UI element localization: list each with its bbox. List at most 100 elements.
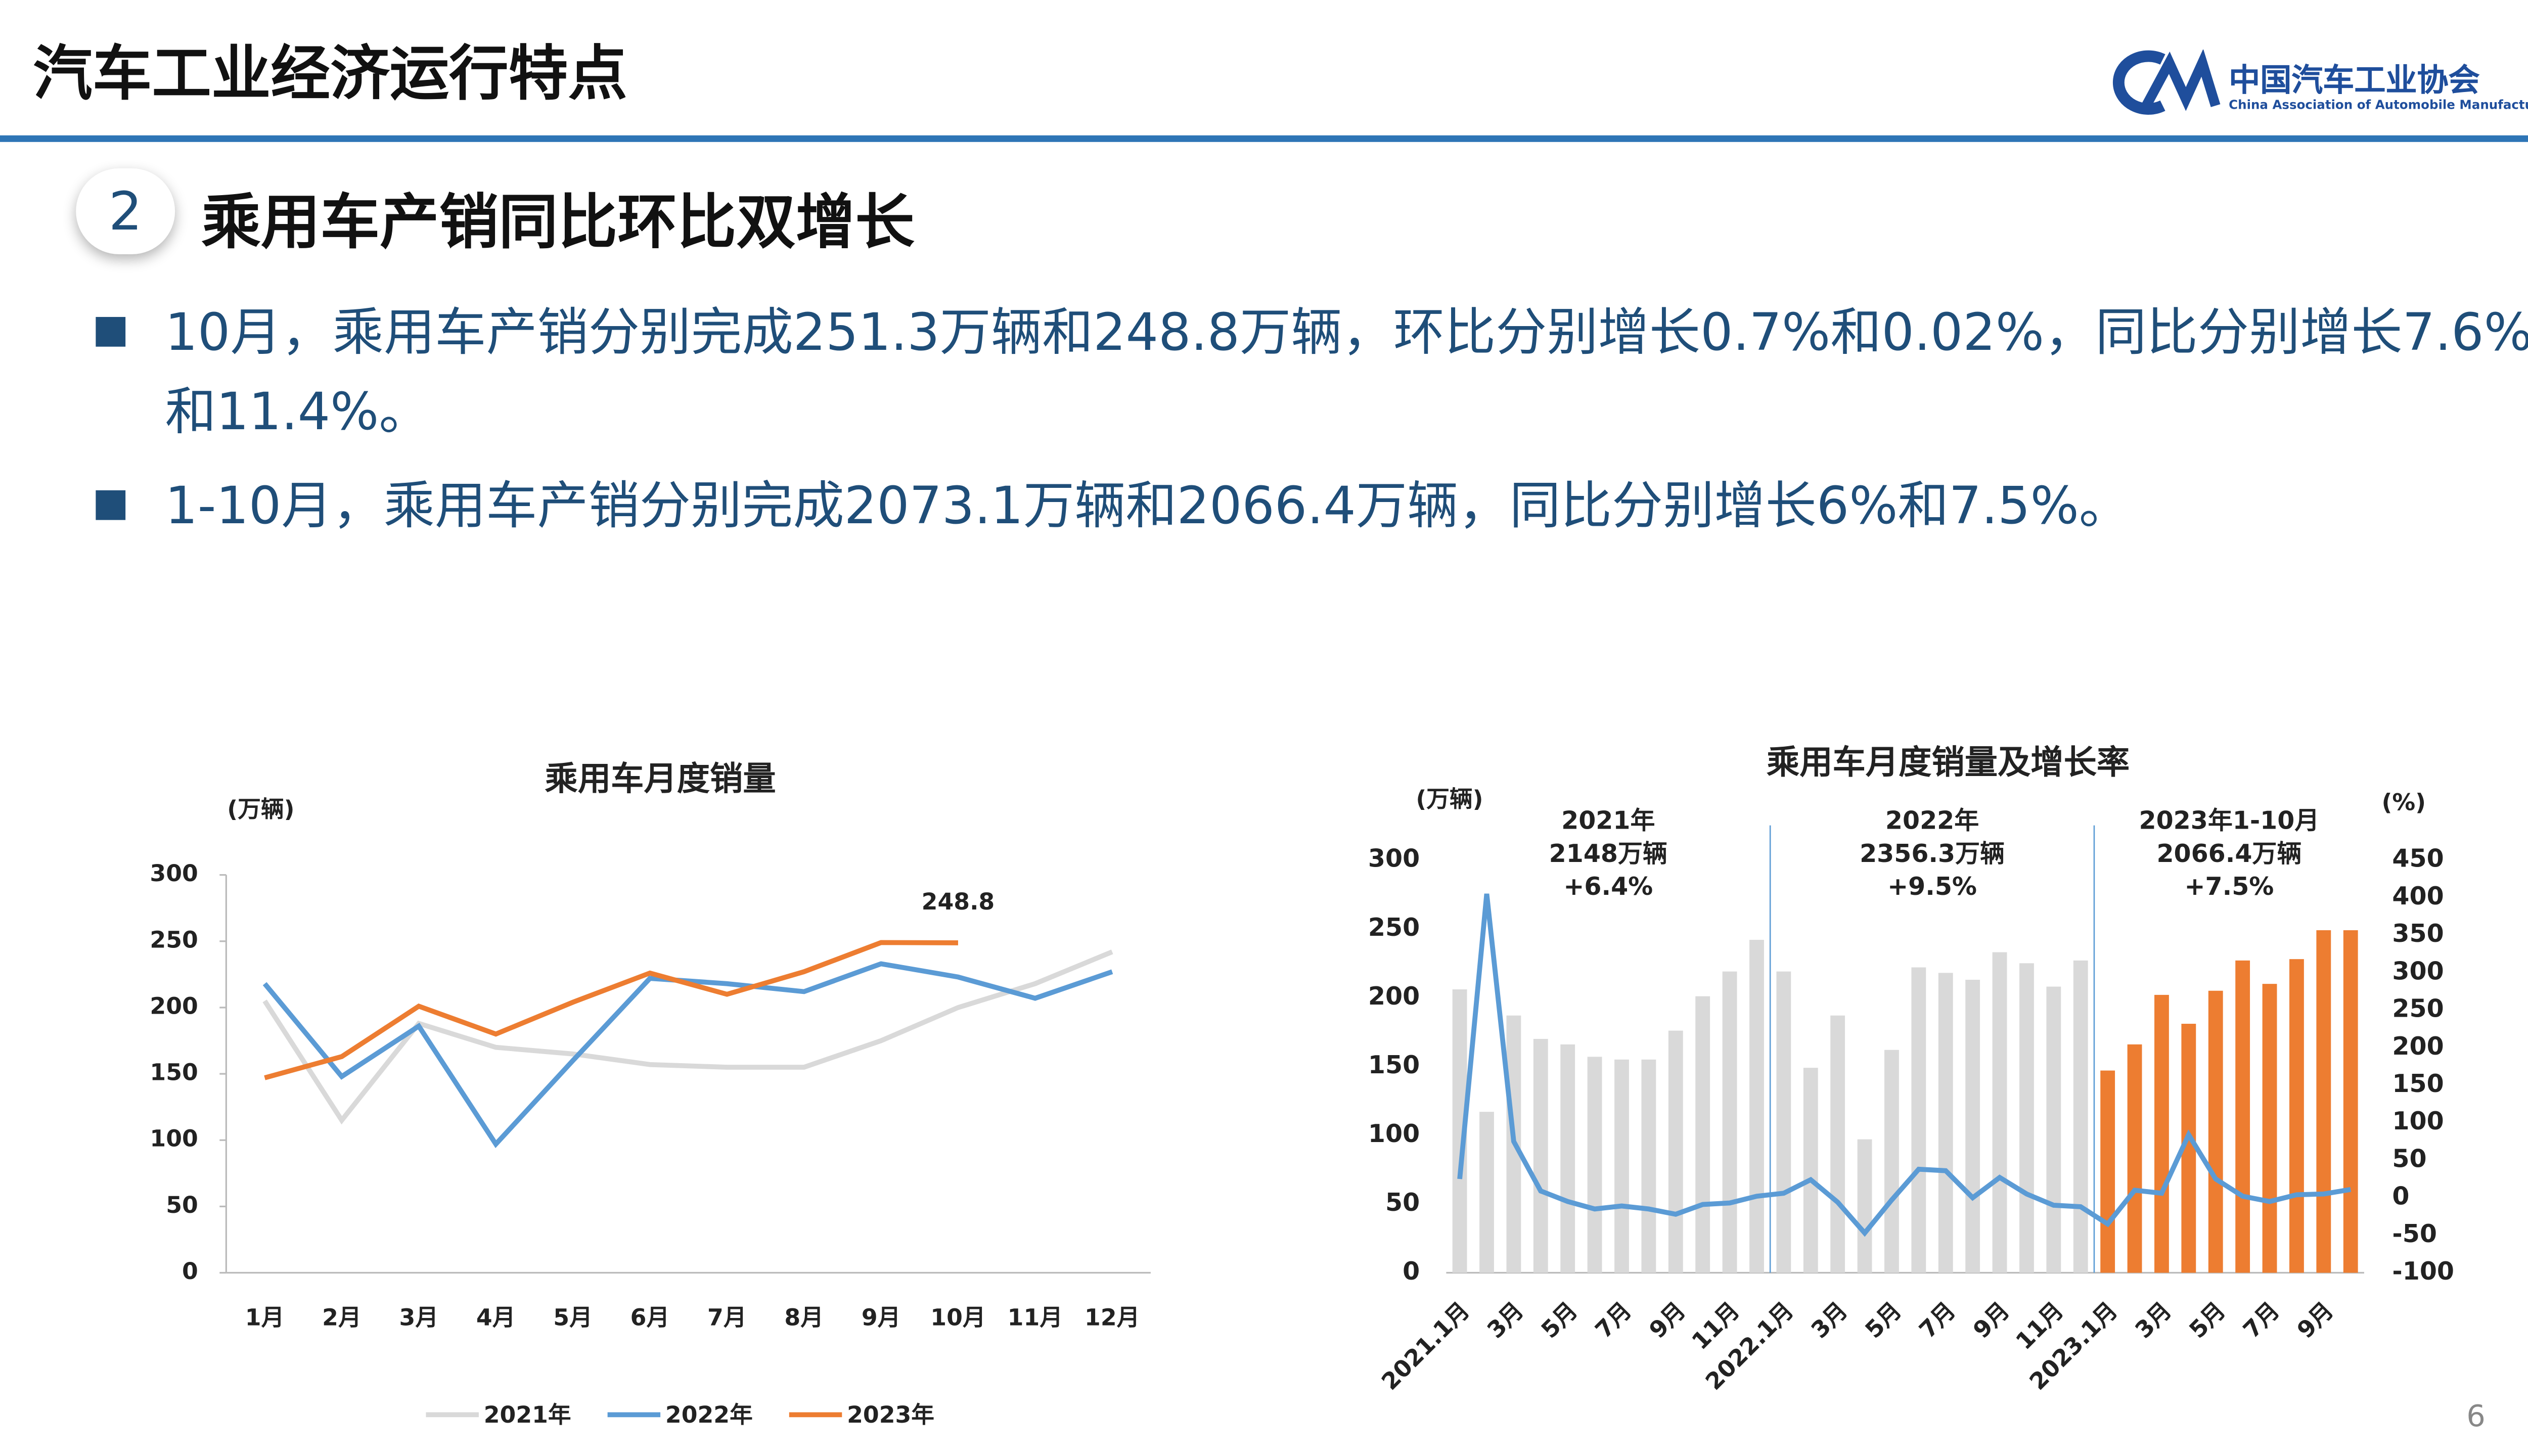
x-tick-label: 8月 [784, 1304, 824, 1331]
x-tick-label: 3月 [1482, 1297, 1528, 1343]
x-tick-label: 6月 [630, 1304, 670, 1331]
legend-label: 2021年 [484, 1401, 571, 1428]
bar [1911, 967, 1926, 1273]
y-tick-label: 250 [1368, 913, 1420, 942]
x-tick-label: 3月 [2130, 1297, 2177, 1343]
bar [1803, 1068, 1818, 1273]
bar [2289, 959, 2304, 1273]
bar [2073, 960, 2088, 1273]
bar [2235, 960, 2250, 1273]
bar [1938, 973, 1953, 1273]
x-tick-label: 10月 [930, 1304, 985, 1331]
x-tick-label: 11月 [1008, 1304, 1063, 1331]
x-tick-label: 9月 [2292, 1297, 2338, 1343]
y-tick-label: 0 [1403, 1257, 1420, 1286]
bar [2343, 930, 2358, 1273]
period-note: 2148万辆 [1549, 839, 1667, 868]
x-tick-label: 7月 [1914, 1297, 1961, 1343]
series-line [264, 940, 958, 1080]
x-tick-label: 9月 [1644, 1297, 1691, 1343]
x-tick-label: 5月 [1860, 1297, 1907, 1343]
logo-mark [2112, 49, 2221, 115]
x-tick-label: 9月 [862, 1304, 901, 1331]
y-tick-label: 100 [1368, 1119, 1420, 1148]
x-tick-label: 7月 [707, 1304, 747, 1331]
logo-en: China Association of Automobile Manufact… [2229, 97, 2528, 113]
period-note: 2021年 [1561, 806, 1655, 835]
y-axis-label: (万辆) [227, 796, 294, 823]
x-tick-label: 12月 [1085, 1304, 1140, 1331]
bullet-text: 1-10月，乘用车产销分别完成2073.1万辆和2066.4万辆，同比分别增长6… [165, 477, 2131, 537]
y-tick-label: 150 [150, 1059, 198, 1086]
period-note: +9.5% [1887, 872, 1977, 901]
y-axis-label: (万辆) [1416, 786, 1483, 812]
period-note: 2022年 [1885, 806, 1979, 835]
x-tick-label: 2月 [322, 1304, 362, 1331]
bar [1668, 1030, 1683, 1273]
bar [2154, 994, 2169, 1273]
chart-title: 乘用车月度销量及增长率 [1767, 743, 2130, 782]
x-tick-label: 2021.1月 [1376, 1297, 1475, 1395]
period-note: 2023年1-10月 [2139, 806, 2320, 835]
x-tick-label: 4月 [476, 1304, 516, 1331]
bar [1614, 1059, 1629, 1273]
x-tick-label: 5月 [553, 1304, 593, 1331]
bar [1722, 971, 1737, 1273]
y2-tick-label: 300 [2392, 957, 2444, 985]
bar [1587, 1057, 1602, 1273]
section-title: 乘用车产销同比环比双增长 [201, 190, 915, 258]
section-number: 2 [76, 168, 175, 254]
period-note: 2066.4万辆 [2156, 839, 2301, 868]
x-tick-label: 5月 [1536, 1297, 1583, 1343]
bar [1776, 971, 1791, 1273]
y-tick-label: 300 [1368, 844, 1420, 873]
page-number: 6 [2466, 1399, 2486, 1435]
bar [1533, 1038, 1548, 1273]
bar [2127, 1044, 2142, 1273]
y-tick-label: 150 [1368, 1051, 1420, 1079]
bar [1641, 1059, 1656, 1273]
y2-tick-label: 0 [2392, 1182, 2409, 1211]
x-tick-label: 1月 [245, 1304, 285, 1331]
bar [1992, 952, 2007, 1273]
growth-line [1457, 893, 2352, 1237]
data-label: 248.8 [922, 888, 995, 915]
bullet-marker [96, 490, 126, 520]
y2-tick-label: 100 [2392, 1107, 2444, 1135]
y2-tick-label: 250 [2392, 994, 2444, 1023]
bar [1830, 1015, 1845, 1273]
header-rule [0, 135, 2528, 142]
period-note: +7.5% [2185, 872, 2274, 901]
y2-tick-label: 150 [2392, 1069, 2444, 1098]
y-tick-label: 50 [1385, 1188, 1420, 1217]
series-line [262, 961, 1113, 1149]
x-tick-label: 5月 [2184, 1297, 2231, 1343]
y-tick-label: 250 [150, 926, 198, 953]
bar [2208, 990, 2223, 1273]
y-tick-label: 300 [150, 860, 198, 887]
y2-tick-label: 450 [2392, 844, 2444, 873]
logo-cn: 中国汽车工业协会 [2229, 63, 2480, 99]
x-tick-label: 9月 [1968, 1297, 2014, 1343]
y-tick-label: 0 [182, 1258, 198, 1285]
y-tick-label: 50 [166, 1192, 198, 1218]
y-tick-label: 100 [150, 1125, 198, 1152]
y2-tick-label: 400 [2392, 882, 2444, 911]
y2-tick-label: -100 [2392, 1257, 2454, 1286]
chart-title: 乘用车月度销量 [545, 760, 776, 798]
bar [1857, 1139, 1872, 1273]
bullet-text: 10月，乘用车产销分别完成251.3万辆和248.8万辆，环比分别增长0.7%和… [165, 303, 2528, 443]
period-note: +6.4% [1563, 872, 1653, 901]
bar [1965, 979, 1980, 1273]
bar [2100, 1070, 2115, 1273]
y2-tick-label: 350 [2392, 919, 2444, 948]
y-tick-label: 200 [1368, 982, 1420, 1011]
y2-tick-label: -50 [2392, 1219, 2436, 1248]
bar [2262, 984, 2277, 1273]
x-tick-label: 7月 [1590, 1297, 1637, 1343]
series-line [262, 949, 1113, 1125]
y2-axis-label: (%) [2382, 789, 2426, 816]
x-tick-label: 3月 [399, 1304, 439, 1331]
